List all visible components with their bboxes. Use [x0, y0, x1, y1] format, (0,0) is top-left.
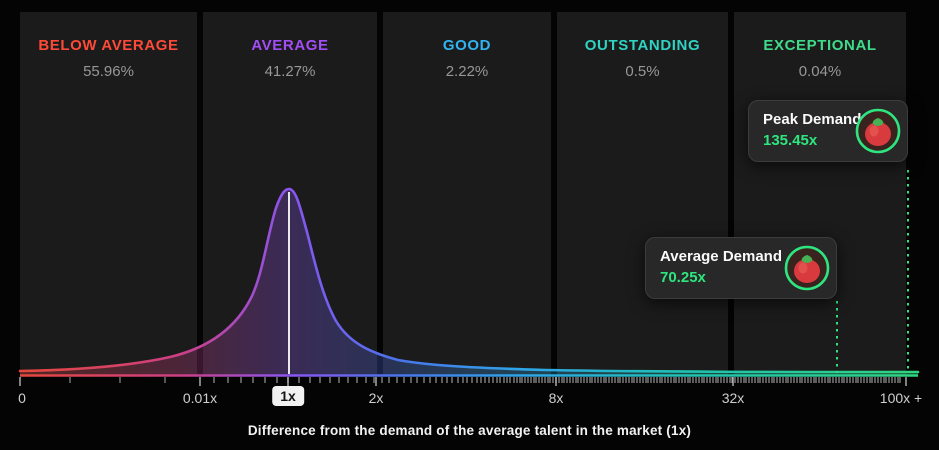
peak-demand-title: Peak Demand	[763, 111, 862, 128]
band-percentage: 2.22%	[445, 63, 489, 80]
band-outstanding: OUTSTANDING 0.5%	[557, 12, 728, 375]
peak-demand-tooltip[interactable]: Peak Demand 135.45x	[748, 100, 908, 162]
tick-label-2x: 2x	[368, 390, 384, 406]
average-demand-title: Average Demand	[660, 248, 782, 265]
band-below-average: BELOW AVERAGE 55.96%	[20, 12, 197, 375]
tick-label-8x: 8x	[548, 390, 564, 406]
band-exceptional: EXCEPTIONAL 0.04%	[734, 12, 906, 375]
tick-label-0: 0	[18, 390, 26, 406]
band-label: AVERAGE	[251, 37, 329, 54]
average-demand-value: 70.25x	[660, 269, 706, 286]
tick-label-32x: 32x	[721, 390, 745, 406]
band-percentage: 0.04%	[798, 63, 842, 80]
band-percentage: 55.96%	[83, 63, 134, 80]
band-good: GOOD 2.22%	[383, 12, 551, 375]
talent-avatar[interactable]	[784, 245, 830, 291]
band-label: BELOW AVERAGE	[38, 37, 179, 54]
axis-ticks	[19, 377, 907, 386]
peak-demand-value: 135.45x	[763, 132, 818, 149]
band-label: OUTSTANDING	[584, 37, 701, 54]
talent-avatar[interactable]	[855, 108, 901, 154]
tick-label-001x: 0.01x	[182, 390, 218, 406]
band-average: AVERAGE 41.27%	[203, 12, 377, 375]
band-percentage: 0.5%	[625, 63, 660, 80]
band-label: EXCEPTIONAL	[763, 37, 877, 54]
average-demand-tooltip[interactable]: Average Demand 70.25x	[645, 237, 837, 299]
x-axis-caption: Difference from the demand of the averag…	[247, 423, 692, 438]
band-percentage: 41.27%	[264, 63, 316, 80]
tick-label-100x: 100x +	[879, 390, 923, 406]
band-label: GOOD	[442, 37, 492, 54]
tick-label-1x-current: 1x	[272, 386, 304, 406]
